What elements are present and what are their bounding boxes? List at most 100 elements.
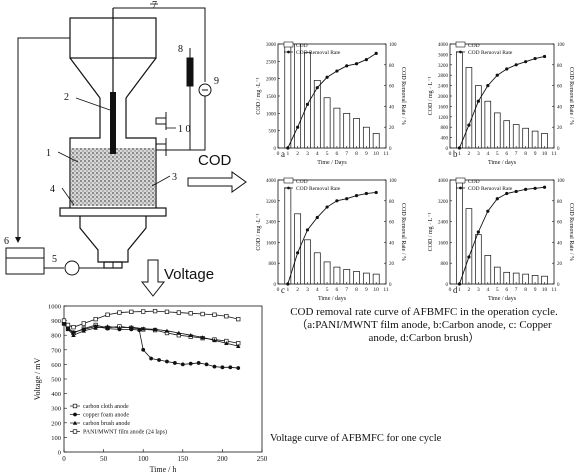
plot-frame xyxy=(63,305,263,453)
voltage-plot: 0 50 100 150 200 250 0 100 200 300 400 500 600 700 800… xyxy=(33,304,268,475)
series-point xyxy=(212,312,217,317)
cod-bar xyxy=(284,43,292,149)
x-tick-label: 11 xyxy=(551,151,557,157)
y-tick-label: 100 xyxy=(51,435,61,442)
removal-rate-point xyxy=(542,54,547,59)
series-point xyxy=(212,364,217,369)
y-tick-label-left: 0 xyxy=(274,147,277,152)
panel-letter: a xyxy=(281,149,285,159)
legend-label-cod: COD xyxy=(468,179,480,185)
x-tick-label: 0 xyxy=(449,151,452,157)
series-point xyxy=(236,366,241,370)
series-point xyxy=(66,326,70,330)
series-point xyxy=(200,335,205,340)
y-axis-label-left: COD / mg ·L⁻¹ xyxy=(256,77,262,114)
x-tick-label: 10 xyxy=(373,151,379,157)
series-point xyxy=(141,327,146,332)
y-tick-label-left: 3200 xyxy=(266,200,277,205)
cod-bar xyxy=(284,187,292,285)
cod-bar xyxy=(294,43,302,149)
cod-bar xyxy=(304,239,311,285)
y-tick-label-left: 2400 xyxy=(438,221,449,226)
cod-bar xyxy=(531,130,539,149)
cod-bar xyxy=(313,80,321,149)
plot-frame xyxy=(449,43,555,149)
reactor-label-8: 8 xyxy=(178,44,183,55)
legend-label: copper foam anode xyxy=(83,412,129,419)
x-tick-label: 3 xyxy=(477,287,480,293)
cod-panel-b: 0 1 2 3 4 5 6 7 8 9 10 1104008001200160020002400280… xyxy=(428,41,574,166)
series-point xyxy=(93,322,98,328)
y-tick-label: 700 xyxy=(51,347,61,354)
x-tick-label: 1 xyxy=(286,287,289,293)
y-tick-label-left: 3200 xyxy=(438,64,449,69)
x-tick-label: 200 xyxy=(217,455,228,463)
x-tick-label: 5 xyxy=(326,151,329,157)
cod-bar xyxy=(512,272,520,285)
legend-label-cod: COD xyxy=(296,179,308,185)
cod-bar xyxy=(323,97,331,149)
y-tick-label-right: 100 xyxy=(557,179,565,184)
series-point xyxy=(81,327,86,332)
y-tick-label-left: 2500 xyxy=(266,60,277,65)
removal-rate-point xyxy=(315,215,319,220)
removal-rate-point xyxy=(325,205,329,209)
removal-rate-point xyxy=(345,197,349,201)
x-tick-label: 6 xyxy=(336,287,339,293)
removal-rate-point xyxy=(364,58,368,62)
removal-rate-point xyxy=(305,102,310,106)
anode-rod xyxy=(110,92,116,154)
x-tick-label: 9 xyxy=(534,287,537,293)
cod-bar xyxy=(465,208,473,285)
legend-marker-rate xyxy=(287,50,290,54)
series-point xyxy=(137,328,142,332)
removal-rate-point xyxy=(476,99,480,103)
series-point xyxy=(176,333,181,338)
cod-bar xyxy=(362,126,370,149)
plot-frame xyxy=(449,179,555,285)
series-point xyxy=(224,341,229,346)
series-point xyxy=(204,362,209,367)
y-axis-label: Voltage / mV xyxy=(33,358,42,401)
y-tick-label-right: 100 xyxy=(389,179,397,184)
x-tick-label: 5 xyxy=(326,287,329,293)
x-tick-label: 2 xyxy=(296,151,299,157)
series-point xyxy=(176,310,181,315)
y-axis-label-right: COD Removal Rate / % xyxy=(400,67,406,125)
x-tick-label: 5 xyxy=(496,151,499,157)
series-point xyxy=(61,321,67,326)
series-point xyxy=(188,333,193,337)
cod-bar xyxy=(333,266,341,285)
series-point xyxy=(129,324,134,329)
y-tick-label-left: 2000 xyxy=(438,95,449,100)
x-tick-label: 2 xyxy=(468,151,471,157)
series-point xyxy=(164,328,170,333)
cod-caption-line3: anode, d:Carbon brush） xyxy=(368,332,480,344)
y-tick-label-left: 3600 xyxy=(438,53,449,58)
y-tick-label-right: 0 xyxy=(557,283,560,288)
y-tick-label-right: 20 xyxy=(389,126,395,131)
reactor-label-2: 2 xyxy=(64,92,69,103)
series-point xyxy=(236,343,241,348)
x-tick-label: 5 xyxy=(496,287,499,293)
y-tick-label-left: 3200 xyxy=(438,200,449,205)
cod-bar xyxy=(456,51,463,149)
x-axis-label: Time / days xyxy=(488,160,517,166)
removal-rate-line xyxy=(459,186,545,285)
x-tick-label: 0 xyxy=(277,287,280,293)
y-tick-label-left: 1000 xyxy=(266,112,277,117)
legend-swatch-cod xyxy=(455,177,466,184)
series-point xyxy=(129,327,134,332)
y-tick-label-left: 0 xyxy=(274,283,277,288)
series-point xyxy=(117,324,122,329)
cod-bar xyxy=(493,112,501,149)
legend-marker xyxy=(72,420,78,425)
y-tick-label-left: 4000 xyxy=(438,179,449,184)
legend-label-cod: COD xyxy=(296,43,308,49)
legend-label-cod: COD xyxy=(468,43,480,49)
cod-bar xyxy=(493,266,501,285)
y-tick-label-right: 0 xyxy=(389,283,392,288)
x-tick-label: 150 xyxy=(178,455,189,463)
cod-bar xyxy=(465,67,473,149)
removal-rate-line xyxy=(459,56,545,149)
